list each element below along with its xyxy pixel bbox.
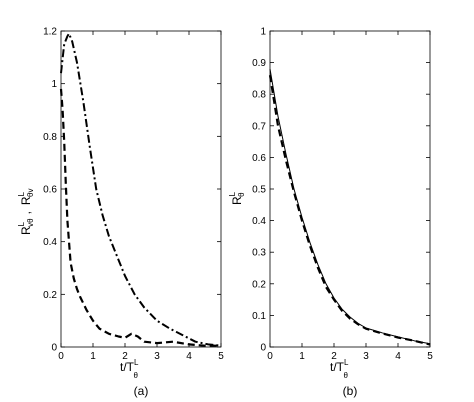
panel-b-xtick-label: 5	[427, 351, 433, 362]
panel-b-ytick-label: 0.7	[252, 121, 266, 132]
panel-b-series-solid-line	[269, 68, 431, 345]
panel-a-ytick-label: 0.6	[43, 185, 57, 196]
panel-a-ylabel-sub2: θv	[26, 189, 35, 197]
panel-b-ytick-label: 0.5	[252, 185, 266, 196]
panel-b-ylabel-sub: θ	[237, 192, 246, 197]
panel-a-label: (a)	[134, 384, 149, 398]
panel-a-ytick-label: 1	[51, 79, 57, 90]
panel-a-series	[59, 32, 222, 347]
panel-b-ylabel: RLθ	[228, 191, 246, 205]
panel-b-ytick-label: 1	[260, 27, 266, 38]
panel-a-xtick-label: 2	[122, 351, 128, 362]
panel-a-xtick-label: 4	[186, 351, 192, 362]
panel-b-ytick-label: 0.3	[252, 248, 266, 259]
panel-b-series	[268, 68, 431, 346]
panel-b-ytick-label: 0	[260, 343, 266, 354]
panel-b-xtick-label: 1	[299, 351, 305, 362]
panel-a: 0 1 2 3 4 500.20.40.60.811.2 RLvθ,RLθv t/TL θ …	[17, 27, 224, 399]
panel-b: 0 1 2 3 4 500.10.20.30.40.50.60.70.80.91 RLθ …	[228, 27, 433, 399]
panel-b-ticks: 0 1 2 3 4 5 0 0.1 0.2 0.3 0.4 0.5 0.6 0.7 0.8 0.9 1	[252, 27, 433, 363]
panel-a-ylabel-sup1: L	[17, 221, 26, 226]
panel-b-label: (b)	[343, 384, 358, 398]
panel-a-series-dashdot-line	[60, 32, 222, 347]
panel-a-xtick-label: 1	[90, 351, 96, 362]
panel-a-ytick-label: 0.2	[43, 290, 57, 301]
panel-a-ylabel: RLvθ,RLθv	[17, 189, 35, 236]
panel-a-series-dashed-line	[59, 88, 221, 347]
panel-b-xtick-label: 0	[267, 351, 273, 362]
panel-b-xtick-label: 3	[363, 351, 369, 362]
panel-a-frame	[60, 30, 222, 348]
panel-a-xlabel-sub: θ	[133, 371, 138, 380]
panel-b-ytick-label: 0.9	[252, 58, 266, 69]
panel-a-ylabel-r2: R	[19, 196, 33, 205]
panel-b-xlabel: t/TL θ	[330, 358, 349, 380]
panel-a-xlabel-main: t/T	[120, 360, 135, 374]
panel-a-xtick-label: 3	[154, 351, 160, 362]
panel-a-xtick-label: 0	[58, 351, 64, 362]
panel-b-ylabel-r: R	[230, 196, 244, 205]
panel-b-ylabel-sup: L	[228, 191, 237, 196]
panel-b-xlabel-sub: θ	[343, 371, 348, 380]
panel-b-xtick-label: 4	[395, 351, 401, 362]
panel-a-xlabel: t/TL θ	[120, 358, 139, 380]
panel-a-ylabel-sub1: vθ	[26, 218, 35, 227]
panel-b-xlabel-sup: L	[344, 358, 349, 367]
panel-b-ytick-label: 0.4	[252, 216, 266, 227]
panel-a-xlabel-sup: L	[134, 358, 139, 367]
panel-b-ytick-label: 0.2	[252, 279, 266, 290]
panel-a-ytick-label: 1.2	[43, 27, 57, 38]
panel-a-xtick-label: 5	[218, 351, 224, 362]
panel-a-ytick-label: 0.4	[43, 237, 57, 248]
panel-a-ticks: 0 1 2 3 4 5 0 0.2 0.4 0.6 0.8 1 1.2	[43, 27, 224, 363]
panel-a-ylabel-r1: R	[19, 226, 33, 235]
panel-b-xlabel-main: t/T	[330, 360, 345, 374]
panel-b-series-dashed-line	[268, 75, 431, 346]
panel-a-ytick-label: 0	[51, 343, 57, 354]
panel-b-ytick-label: 0.1	[252, 311, 266, 322]
panel-a-ylabel-comma: ,	[19, 211, 33, 214]
panel-b-ytick-label: 0.6	[252, 153, 266, 164]
panel-a-ylabel-sup2: L	[17, 191, 26, 196]
panel-a-ytick-label: 0.8	[43, 132, 57, 143]
panel-b-xtick-label: 2	[331, 351, 337, 362]
panel-b-ytick-label: 0.8	[252, 90, 266, 101]
